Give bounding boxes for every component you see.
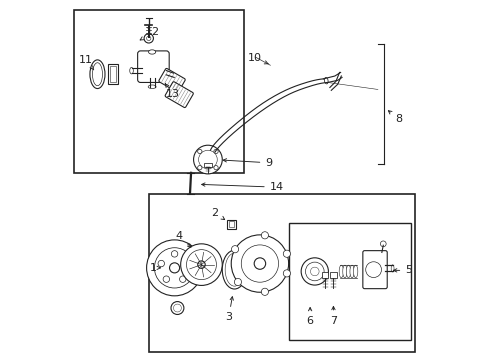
- Circle shape: [197, 149, 202, 154]
- Ellipse shape: [339, 265, 343, 278]
- Circle shape: [197, 261, 205, 268]
- Bar: [329, 272, 336, 278]
- Ellipse shape: [148, 50, 155, 54]
- Ellipse shape: [324, 77, 327, 84]
- Circle shape: [365, 262, 381, 278]
- Text: 2: 2: [211, 208, 224, 220]
- Circle shape: [171, 251, 178, 257]
- Circle shape: [146, 36, 151, 41]
- Ellipse shape: [353, 265, 357, 278]
- Text: 10: 10: [248, 53, 267, 64]
- Circle shape: [254, 258, 265, 269]
- Text: 13: 13: [165, 84, 180, 99]
- Bar: [108, 64, 118, 84]
- Text: 4: 4: [175, 231, 190, 247]
- FancyBboxPatch shape: [362, 251, 386, 289]
- Text: 5: 5: [393, 265, 411, 275]
- Circle shape: [231, 235, 288, 292]
- Bar: [149, 194, 414, 352]
- Text: 8: 8: [387, 111, 402, 124]
- Circle shape: [234, 278, 241, 285]
- Ellipse shape: [224, 253, 244, 286]
- Circle shape: [213, 149, 218, 154]
- FancyBboxPatch shape: [203, 163, 212, 167]
- Text: 11: 11: [79, 55, 94, 70]
- Text: 1: 1: [149, 263, 160, 273]
- Text: 14: 14: [201, 182, 283, 192]
- Circle shape: [301, 258, 328, 285]
- Bar: [227, 220, 235, 229]
- Text: 7: 7: [329, 306, 336, 325]
- Ellipse shape: [90, 60, 105, 89]
- Circle shape: [193, 145, 222, 174]
- Circle shape: [231, 246, 238, 253]
- Circle shape: [198, 150, 217, 169]
- Ellipse shape: [349, 265, 353, 278]
- Circle shape: [144, 34, 153, 43]
- Ellipse shape: [342, 265, 346, 278]
- Ellipse shape: [92, 63, 102, 86]
- Circle shape: [173, 304, 181, 312]
- Circle shape: [305, 262, 324, 281]
- Bar: [110, 66, 116, 82]
- Circle shape: [179, 276, 185, 282]
- Circle shape: [241, 245, 278, 282]
- FancyBboxPatch shape: [159, 68, 185, 92]
- Text: 6: 6: [306, 307, 313, 325]
- Ellipse shape: [346, 265, 350, 278]
- FancyBboxPatch shape: [137, 51, 169, 82]
- Text: 9: 9: [223, 158, 272, 168]
- Bar: [321, 272, 328, 278]
- Text: 3: 3: [225, 297, 233, 322]
- Circle shape: [261, 288, 268, 296]
- FancyBboxPatch shape: [165, 82, 193, 108]
- Circle shape: [169, 263, 179, 273]
- Bar: [228, 221, 234, 227]
- Ellipse shape: [390, 265, 393, 272]
- Circle shape: [158, 260, 164, 267]
- Circle shape: [184, 260, 191, 267]
- Circle shape: [154, 248, 194, 288]
- Ellipse shape: [148, 85, 156, 89]
- Circle shape: [213, 166, 218, 170]
- Circle shape: [163, 276, 169, 282]
- Circle shape: [310, 267, 319, 276]
- Circle shape: [197, 166, 202, 170]
- Bar: [289, 223, 410, 339]
- Circle shape: [171, 302, 183, 315]
- Ellipse shape: [222, 250, 246, 289]
- Circle shape: [283, 270, 290, 277]
- Ellipse shape: [129, 67, 133, 74]
- Bar: [74, 10, 244, 173]
- Circle shape: [261, 232, 268, 239]
- Circle shape: [380, 241, 386, 247]
- Circle shape: [180, 244, 222, 285]
- Text: 12: 12: [140, 27, 160, 40]
- Circle shape: [283, 250, 290, 257]
- Circle shape: [146, 240, 202, 296]
- Circle shape: [186, 249, 216, 280]
